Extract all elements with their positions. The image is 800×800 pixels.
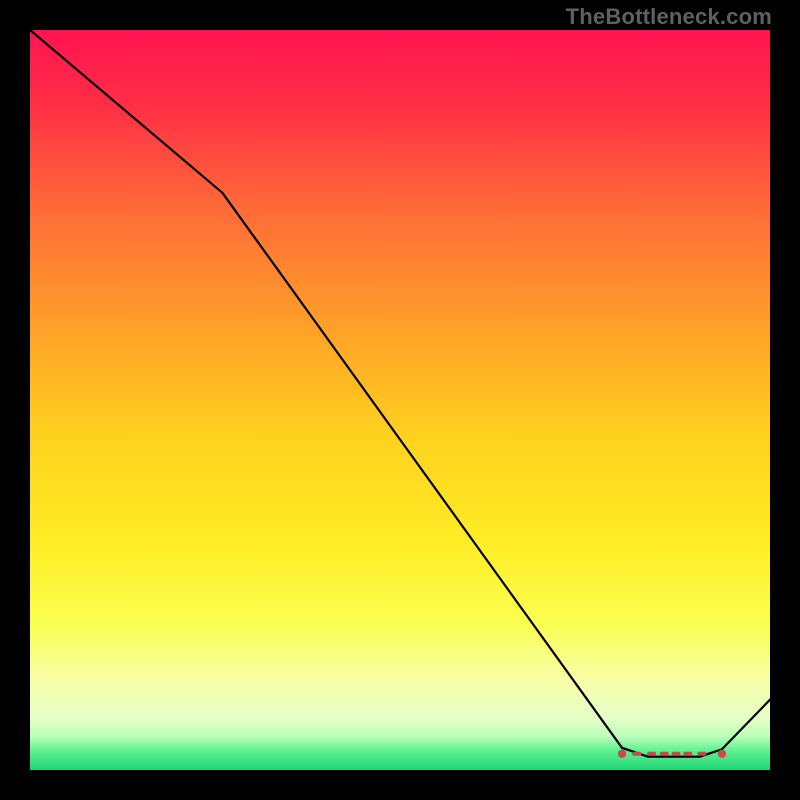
marker-dash (697, 752, 706, 756)
watermark-text: TheBottleneck.com (566, 4, 772, 30)
marker-dash (660, 752, 669, 756)
chart-canvas (0, 0, 800, 800)
marker-dash (647, 752, 656, 756)
marker-dash (683, 752, 692, 756)
marker-dash (672, 752, 681, 756)
marker-dot (618, 750, 626, 758)
marker-dash (632, 752, 641, 756)
chart-background (30, 30, 770, 770)
marker-dot (718, 750, 726, 758)
outer-frame: TheBottleneck.com (0, 0, 800, 800)
